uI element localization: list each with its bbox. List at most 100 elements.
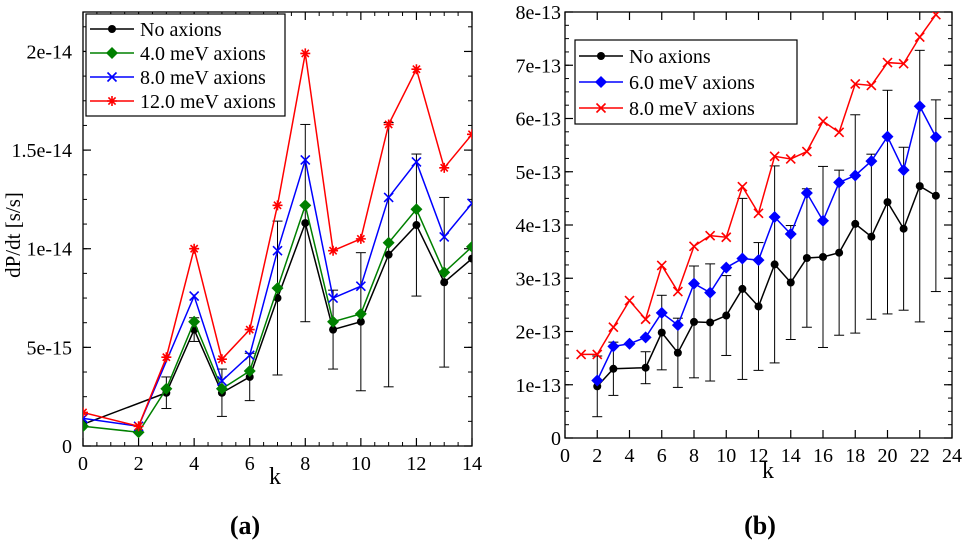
chart-b-series-6-0-mev-axions-point bbox=[720, 261, 733, 274]
chart-a-ytick-label: 0 bbox=[62, 436, 72, 458]
chart-b-xtick-label: 0 bbox=[560, 445, 570, 467]
chart-a-series-12-0-mev-axions-point bbox=[383, 119, 394, 130]
chart-a-xtick-label: 12 bbox=[406, 453, 426, 475]
chart-a-series-12-0-mev-axions-point bbox=[355, 233, 366, 244]
chart-a-marks: 0 2 4 6 8 10 12 14 0 5e-15 1e-14 1.5e-14 2e-14 bbox=[11, 11, 482, 475]
chart-b-series-6-0-mev-axions-point bbox=[849, 169, 862, 182]
chart-a-series-8-0-mev-axions-point bbox=[466, 198, 472, 209]
chart-a-xtick-label: 6 bbox=[245, 453, 255, 475]
chart-a-series-12-0-mev-axions-point bbox=[300, 48, 311, 59]
chart-a-xtick-label: 14 bbox=[462, 453, 482, 475]
chart-a-series-4-0-mev-axions-point bbox=[466, 240, 472, 253]
chart-b-ytick-label: 6e-13 bbox=[515, 109, 561, 131]
chart-b-series-no-axions-point bbox=[786, 278, 795, 287]
chart-a-series-12-0-mev-axions-point bbox=[161, 352, 172, 363]
chart-b-xtick-label: 2 bbox=[592, 445, 602, 467]
chart-b-series-6-0-mev-axions-point bbox=[655, 306, 668, 319]
chart-b-series-no-axions-point bbox=[883, 198, 892, 207]
chart-a-legend-entry-marker bbox=[107, 96, 117, 106]
chart-a-series-4-0-mev-axions-point bbox=[410, 203, 423, 216]
chart-b-series-6-0-mev-axions-point bbox=[591, 374, 604, 387]
chart-b-series-6-0-mev-axions-point bbox=[784, 228, 797, 241]
chart-b-series-6-0-mev-axions-point bbox=[704, 286, 717, 299]
chart-a-legend-entry-marker bbox=[106, 71, 118, 83]
chart-a-series-4-0-mev-axions-line bbox=[83, 202, 472, 433]
chart-b-series-8-0-mev-axions-point bbox=[656, 260, 667, 271]
chart-b-xtick-label: 14 bbox=[781, 445, 801, 467]
chart-a-series-12-0-mev-axions-point bbox=[216, 354, 227, 365]
chart-b-xtick-label: 6 bbox=[657, 445, 667, 467]
chart-a-series-4-0-mev-axions-point bbox=[160, 382, 173, 395]
chart-b-panel-label: (b) bbox=[744, 511, 776, 540]
chart-b-legend-entry-marker bbox=[595, 76, 607, 88]
chart-b-series-6-0-mev-axions-point bbox=[639, 331, 652, 344]
chart-b-legend-entry-label: 6.0 meV axions bbox=[629, 72, 755, 94]
chart-a-series-no-axions-point bbox=[329, 325, 338, 334]
chart-b-ytick-label: 7e-13 bbox=[515, 55, 561, 77]
chart-a-series-8-0-mev-axions-point bbox=[272, 245, 283, 256]
chart-a-xtick-label: 0 bbox=[78, 453, 88, 475]
chart-b-ytick-label: 5e-13 bbox=[515, 162, 561, 184]
chart-a-series-4-0-mev-axions-point bbox=[215, 382, 228, 395]
chart-b-series-8-0-mev-axions-point bbox=[576, 349, 587, 360]
chart-b-series-no-axions-point bbox=[690, 317, 698, 326]
chart-a-legend-entry-label: 8.0 meV axions bbox=[140, 67, 266, 89]
chart-b-series-8-0-mev-axions-point bbox=[672, 286, 683, 297]
chart-a-ytick-label: 5e-15 bbox=[26, 337, 72, 359]
chart-b-series-8-0-mev-axions-point bbox=[608, 322, 619, 333]
chart-a-series-4-0-mev-axions-point bbox=[327, 315, 340, 328]
chart-a-xtick-label: 2 bbox=[134, 453, 144, 475]
chart-b-series-no-axions-point bbox=[657, 328, 666, 337]
chart-b-series-no-axions-point bbox=[931, 191, 940, 200]
chart-b-series-no-axions-point bbox=[835, 248, 844, 257]
chart-a-series-8-0-mev-axions-point bbox=[439, 231, 450, 242]
chart-b-series-6-0-mev-axions-point bbox=[752, 254, 765, 267]
chart-b-ytick-label: 3e-13 bbox=[515, 268, 561, 290]
chart-b-series-8-0-mev-axions-point bbox=[866, 80, 877, 91]
chart-b-series-no-axions-point bbox=[867, 232, 876, 241]
chart-a-series-12-0-mev-axions-point bbox=[83, 407, 88, 418]
chart-b-series-6-0-mev-axions-point bbox=[897, 164, 910, 177]
chart-a-series-12-0-mev-axions-point bbox=[189, 243, 200, 254]
chart-a-series-8-0-mev-axions-point bbox=[216, 375, 227, 386]
chart-b-series-group bbox=[576, 12, 942, 418]
chart-a-series-no-axions-point bbox=[384, 250, 393, 259]
chart-b-series-8-0-mev-axions-point bbox=[817, 116, 829, 127]
chart-b-xtick-label: 4 bbox=[625, 445, 635, 467]
chart-b-legend: No axions 6.0 meV axions 8.0 meV axions bbox=[574, 39, 798, 125]
chart-b-series-8-0-mev-axions-point bbox=[785, 153, 796, 165]
chart-a-series-8-0-mev-axions-point bbox=[300, 154, 311, 166]
chart-b-series-no-axions-point bbox=[609, 364, 618, 373]
chart-b-legend-entry-label: No axions bbox=[629, 46, 711, 68]
chart-a-series-12-0-mev-axions-point bbox=[272, 200, 283, 211]
chart-a-series-4-0-mev-axions-point bbox=[243, 365, 256, 378]
chart-panel-b: 0 2 4 6 8 10 12 14 16 18 20 22 2401e-132e-133e-134e-… bbox=[515, 2, 962, 540]
chart-a-legend-entry-label: 12.0 meV axions bbox=[140, 91, 276, 113]
chart-a-series-4-0-mev-axions-point bbox=[382, 236, 395, 249]
chart-b-series-no-axions-point bbox=[915, 182, 924, 191]
chart-b-series-no-axions-point bbox=[673, 348, 682, 357]
chart-panel-a: 0 2 4 6 8 10 12 14 0 5e-15 1e-14 1.5e-14 2e-14 No ax… bbox=[1, 11, 482, 540]
chart-b-ytick-label: 0 bbox=[551, 428, 561, 450]
chart-b-series-no-axions-point bbox=[899, 224, 908, 233]
chart-b-series-8-0-mev-axions-point bbox=[640, 314, 651, 325]
chart-a-series-group bbox=[83, 48, 472, 439]
chart-b-series-no-axions-point bbox=[802, 254, 811, 263]
chart-b-series-6-0-mev-axions-point bbox=[688, 277, 700, 290]
chart-b-series-8-0-mev-axions-point bbox=[834, 127, 845, 138]
chart-b-series-8-0-mev-axions-point bbox=[737, 181, 748, 192]
chart-a-series-4-0-mev-axions-point bbox=[83, 420, 89, 433]
chart-b-ytick-label: 4e-13 bbox=[515, 215, 561, 237]
chart-b-xtick-label: 18 bbox=[845, 445, 865, 467]
chart-a-series-8-0-mev-axions-point bbox=[328, 292, 339, 304]
chart-a-series-8-0-mev-axions-point bbox=[411, 156, 422, 167]
chart-b-series-8-0-mev-axions-point bbox=[801, 146, 812, 157]
chart-b-series-8-0-mev-axions-point bbox=[592, 349, 603, 360]
chart-a-series-no-axions-point bbox=[440, 278, 449, 287]
chart-a-series-12-0-mev-axions-point bbox=[439, 162, 450, 173]
chart-a-legend-entry-label: No axions bbox=[140, 19, 222, 41]
chart-a-series-4-0-mev-axions-point bbox=[354, 307, 367, 320]
chart-a-series-4-0-mev-axions-point bbox=[188, 315, 201, 328]
chart-b-series-8-0-mev-axions-point bbox=[624, 295, 635, 306]
